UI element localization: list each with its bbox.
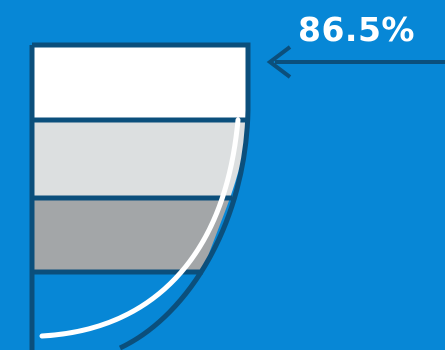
percentage-label: 86.5%	[298, 10, 415, 49]
band-second	[32, 120, 248, 198]
arrow-head-icon	[266, 45, 292, 79]
white-curve	[39, 117, 241, 339]
band-third	[32, 198, 230, 272]
band-top	[32, 45, 248, 120]
